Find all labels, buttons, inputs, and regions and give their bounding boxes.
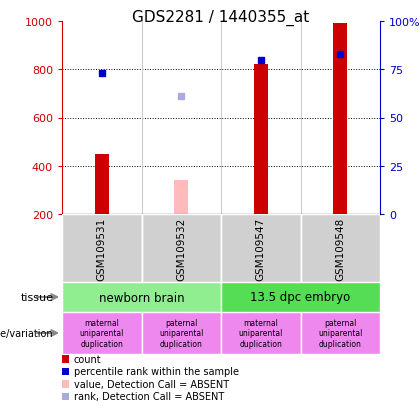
Text: GDS2281 / 1440355_at: GDS2281 / 1440355_at [132,10,310,26]
Bar [254,65,268,214]
Bar [142,312,221,354]
Text: newborn brain: newborn brain [99,291,184,304]
Bar [300,214,380,282]
Text: GSM109531: GSM109531 [97,217,107,280]
Text: maternal
uniparental
duplication: maternal uniparental duplication [239,318,283,348]
Text: GSM109532: GSM109532 [176,217,186,280]
Bar [300,312,380,354]
Text: GSM109547: GSM109547 [256,217,266,280]
Text: paternal
uniparental
duplication: paternal uniparental duplication [318,318,362,348]
Text: rank, Detection Call = ABSENT: rank, Detection Call = ABSENT [74,391,224,401]
Bar [62,282,221,312]
Text: tissue: tissue [21,292,54,302]
Bar [221,282,380,312]
Bar [62,312,142,354]
Bar [142,214,221,282]
Bar [333,24,347,214]
Text: 13.5 dpc embryo: 13.5 dpc embryo [250,291,351,304]
Text: paternal
uniparental
duplication: paternal uniparental duplication [159,318,203,348]
Text: genotype/variation: genotype/variation [0,328,54,338]
Bar [174,181,189,214]
Text: percentile rank within the sample: percentile rank within the sample [74,366,239,377]
Bar [62,214,142,282]
Text: maternal
uniparental
duplication: maternal uniparental duplication [79,318,124,348]
Bar [221,214,300,282]
Text: count: count [74,354,101,364]
Bar [94,154,109,214]
Text: GSM109548: GSM109548 [335,217,345,280]
Bar [221,312,300,354]
Text: value, Detection Call = ABSENT: value, Detection Call = ABSENT [74,379,229,389]
